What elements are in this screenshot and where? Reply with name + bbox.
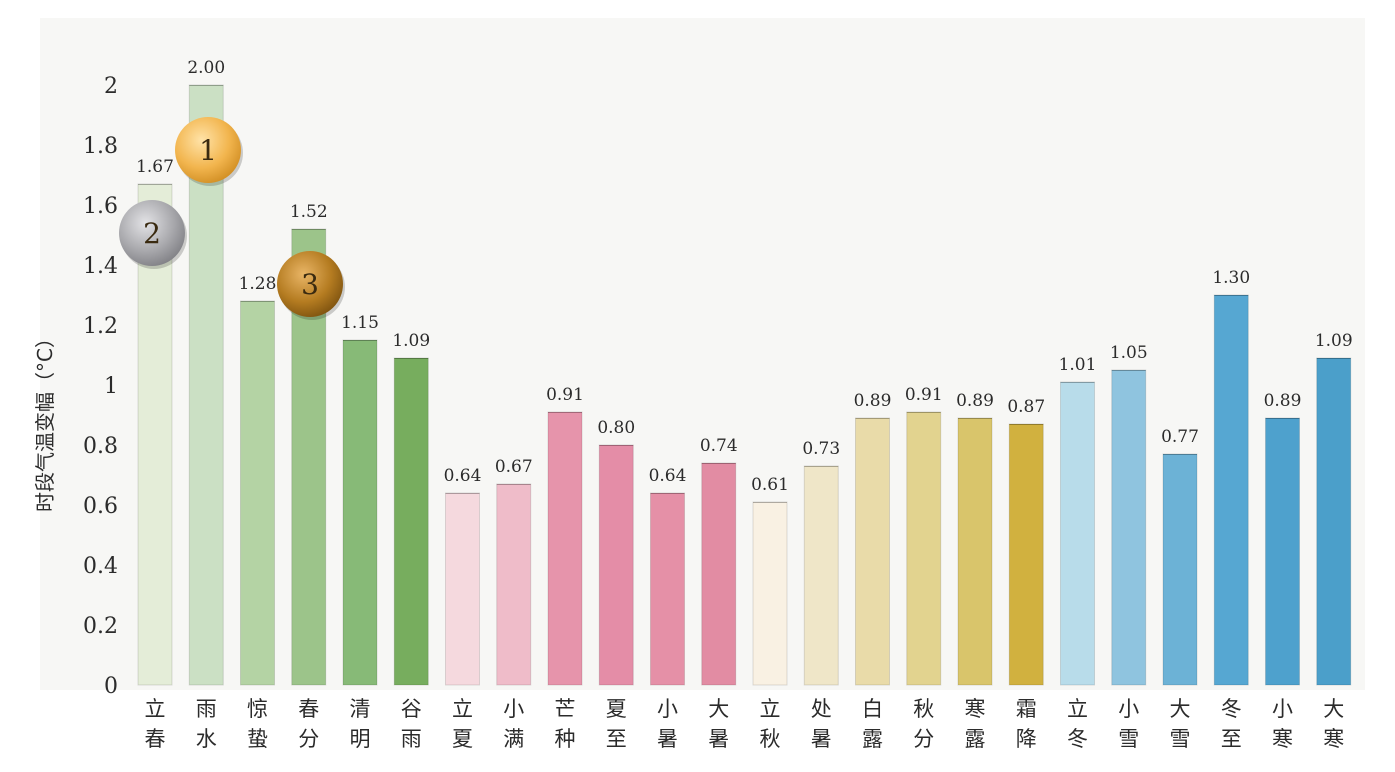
value-label: 1.15	[341, 313, 379, 333]
value-label: 1.28	[239, 274, 277, 294]
category-label: 立冬	[1067, 697, 1088, 751]
y-tick-label: 1.8	[83, 134, 118, 159]
bar	[957, 417, 993, 686]
y-tick-label: 0	[104, 674, 118, 699]
category-label: 处暑	[811, 697, 832, 751]
bar	[1213, 294, 1249, 686]
y-tick-label: 0.4	[83, 554, 118, 579]
y-tick-label: 1	[104, 374, 118, 399]
value-label: 0.61	[751, 475, 789, 495]
value-label: 0.87	[1007, 397, 1045, 417]
category-label: 雨水	[196, 697, 217, 751]
bars	[137, 84, 1352, 686]
value-label: 1.30	[1212, 268, 1250, 288]
value-label: 0.91	[905, 385, 943, 405]
rank-badge	[277, 251, 343, 317]
bar	[701, 462, 737, 686]
y-axis-ticks: 0 0.2 0.4 0.6 0.8 1 1.2 1.4 1.6 1.8 2	[83, 74, 118, 699]
value-label: 1.09	[1315, 331, 1353, 351]
rank-badge	[119, 200, 185, 266]
category-label: 芒种	[555, 697, 576, 751]
bar	[240, 300, 275, 686]
y-tick-label: 0.8	[83, 434, 118, 459]
bar	[855, 417, 890, 686]
rank-badge	[175, 117, 241, 183]
category-label: 大雪	[1170, 697, 1191, 751]
y-tick-label: 0.6	[83, 494, 118, 519]
category-label: 清明	[350, 697, 371, 751]
value-label: 0.64	[444, 466, 482, 486]
value-label: 1.52	[290, 202, 328, 222]
category-label: 寒露	[965, 697, 986, 751]
category-label: 大寒	[1323, 697, 1344, 751]
bar	[547, 411, 583, 686]
category-label: 冬至	[1221, 697, 1242, 751]
value-label: 0.74	[700, 436, 738, 456]
category-label: 春分	[298, 697, 319, 751]
y-tick-label: 2	[104, 74, 118, 99]
value-label: 0.64	[649, 466, 687, 486]
category-label: 大暑	[708, 697, 729, 751]
bar	[650, 492, 685, 686]
value-label: 0.89	[956, 391, 994, 411]
value-label: 2.00	[187, 58, 225, 78]
value-label: 1.09	[392, 331, 430, 351]
value-label: 0.91	[546, 385, 584, 405]
category-label: 立夏	[452, 697, 473, 751]
value-label: 1.01	[1059, 355, 1097, 375]
y-axis-label: 时段气温变幅（°C）	[33, 328, 57, 512]
value-label: 0.89	[854, 391, 892, 411]
bar	[342, 339, 378, 686]
bar	[137, 183, 173, 686]
bar	[393, 357, 429, 686]
value-label: 0.89	[1264, 391, 1302, 411]
category-label: 白露	[862, 697, 883, 751]
bar	[1111, 369, 1147, 686]
category-label: 惊蛰	[247, 697, 268, 751]
bar	[803, 465, 839, 686]
bar	[1060, 381, 1095, 686]
category-label: 小寒	[1272, 697, 1293, 751]
value-labels: 1.67 2.00 1.28 1.52 1.15 1.09 0.64 0.67 0.91 0.80…	[136, 58, 1353, 495]
category-label: 小暑	[657, 697, 678, 751]
value-label: 0.77	[1161, 427, 1199, 447]
bar	[188, 84, 224, 686]
bar	[1316, 357, 1352, 686]
y-tick-label: 1.4	[83, 254, 118, 279]
category-label: 谷雨	[401, 697, 422, 751]
value-label: 0.73	[802, 439, 840, 459]
bar	[445, 492, 480, 686]
rank-badge-label: 1	[199, 134, 217, 167]
category-label: 立秋	[760, 697, 781, 751]
category-label: 小雪	[1118, 697, 1139, 751]
bar	[1162, 453, 1198, 686]
value-label: 1.05	[1110, 343, 1148, 363]
bar	[752, 501, 788, 686]
y-tick-label: 1.6	[83, 194, 118, 219]
rank-badge-label: 3	[301, 268, 319, 301]
category-label: 夏至	[606, 697, 627, 751]
y-tick-label: 0.2	[83, 614, 118, 639]
rank-badge-label: 2	[143, 217, 161, 250]
y-tick-label: 1.2	[83, 314, 118, 339]
category-labels: 立春雨水惊蛰春分清明谷雨立夏小满芒种夏至小暑大暑立秋处暑白露秋分寒露霜降立冬小雪…	[145, 697, 1345, 751]
category-label: 小满	[503, 697, 524, 751]
bar	[906, 411, 942, 686]
bar	[1265, 417, 1300, 686]
bar	[496, 483, 532, 686]
category-label: 霜降	[1016, 697, 1037, 751]
value-label: 0.67	[495, 457, 533, 477]
category-label: 秋分	[913, 697, 934, 751]
value-label: 1.67	[136, 157, 174, 177]
bar	[598, 444, 634, 686]
value-label: 0.80	[597, 418, 635, 438]
bar	[1008, 423, 1044, 686]
rank-badges: 1 2 3	[119, 117, 345, 320]
category-label: 立春	[145, 697, 166, 751]
